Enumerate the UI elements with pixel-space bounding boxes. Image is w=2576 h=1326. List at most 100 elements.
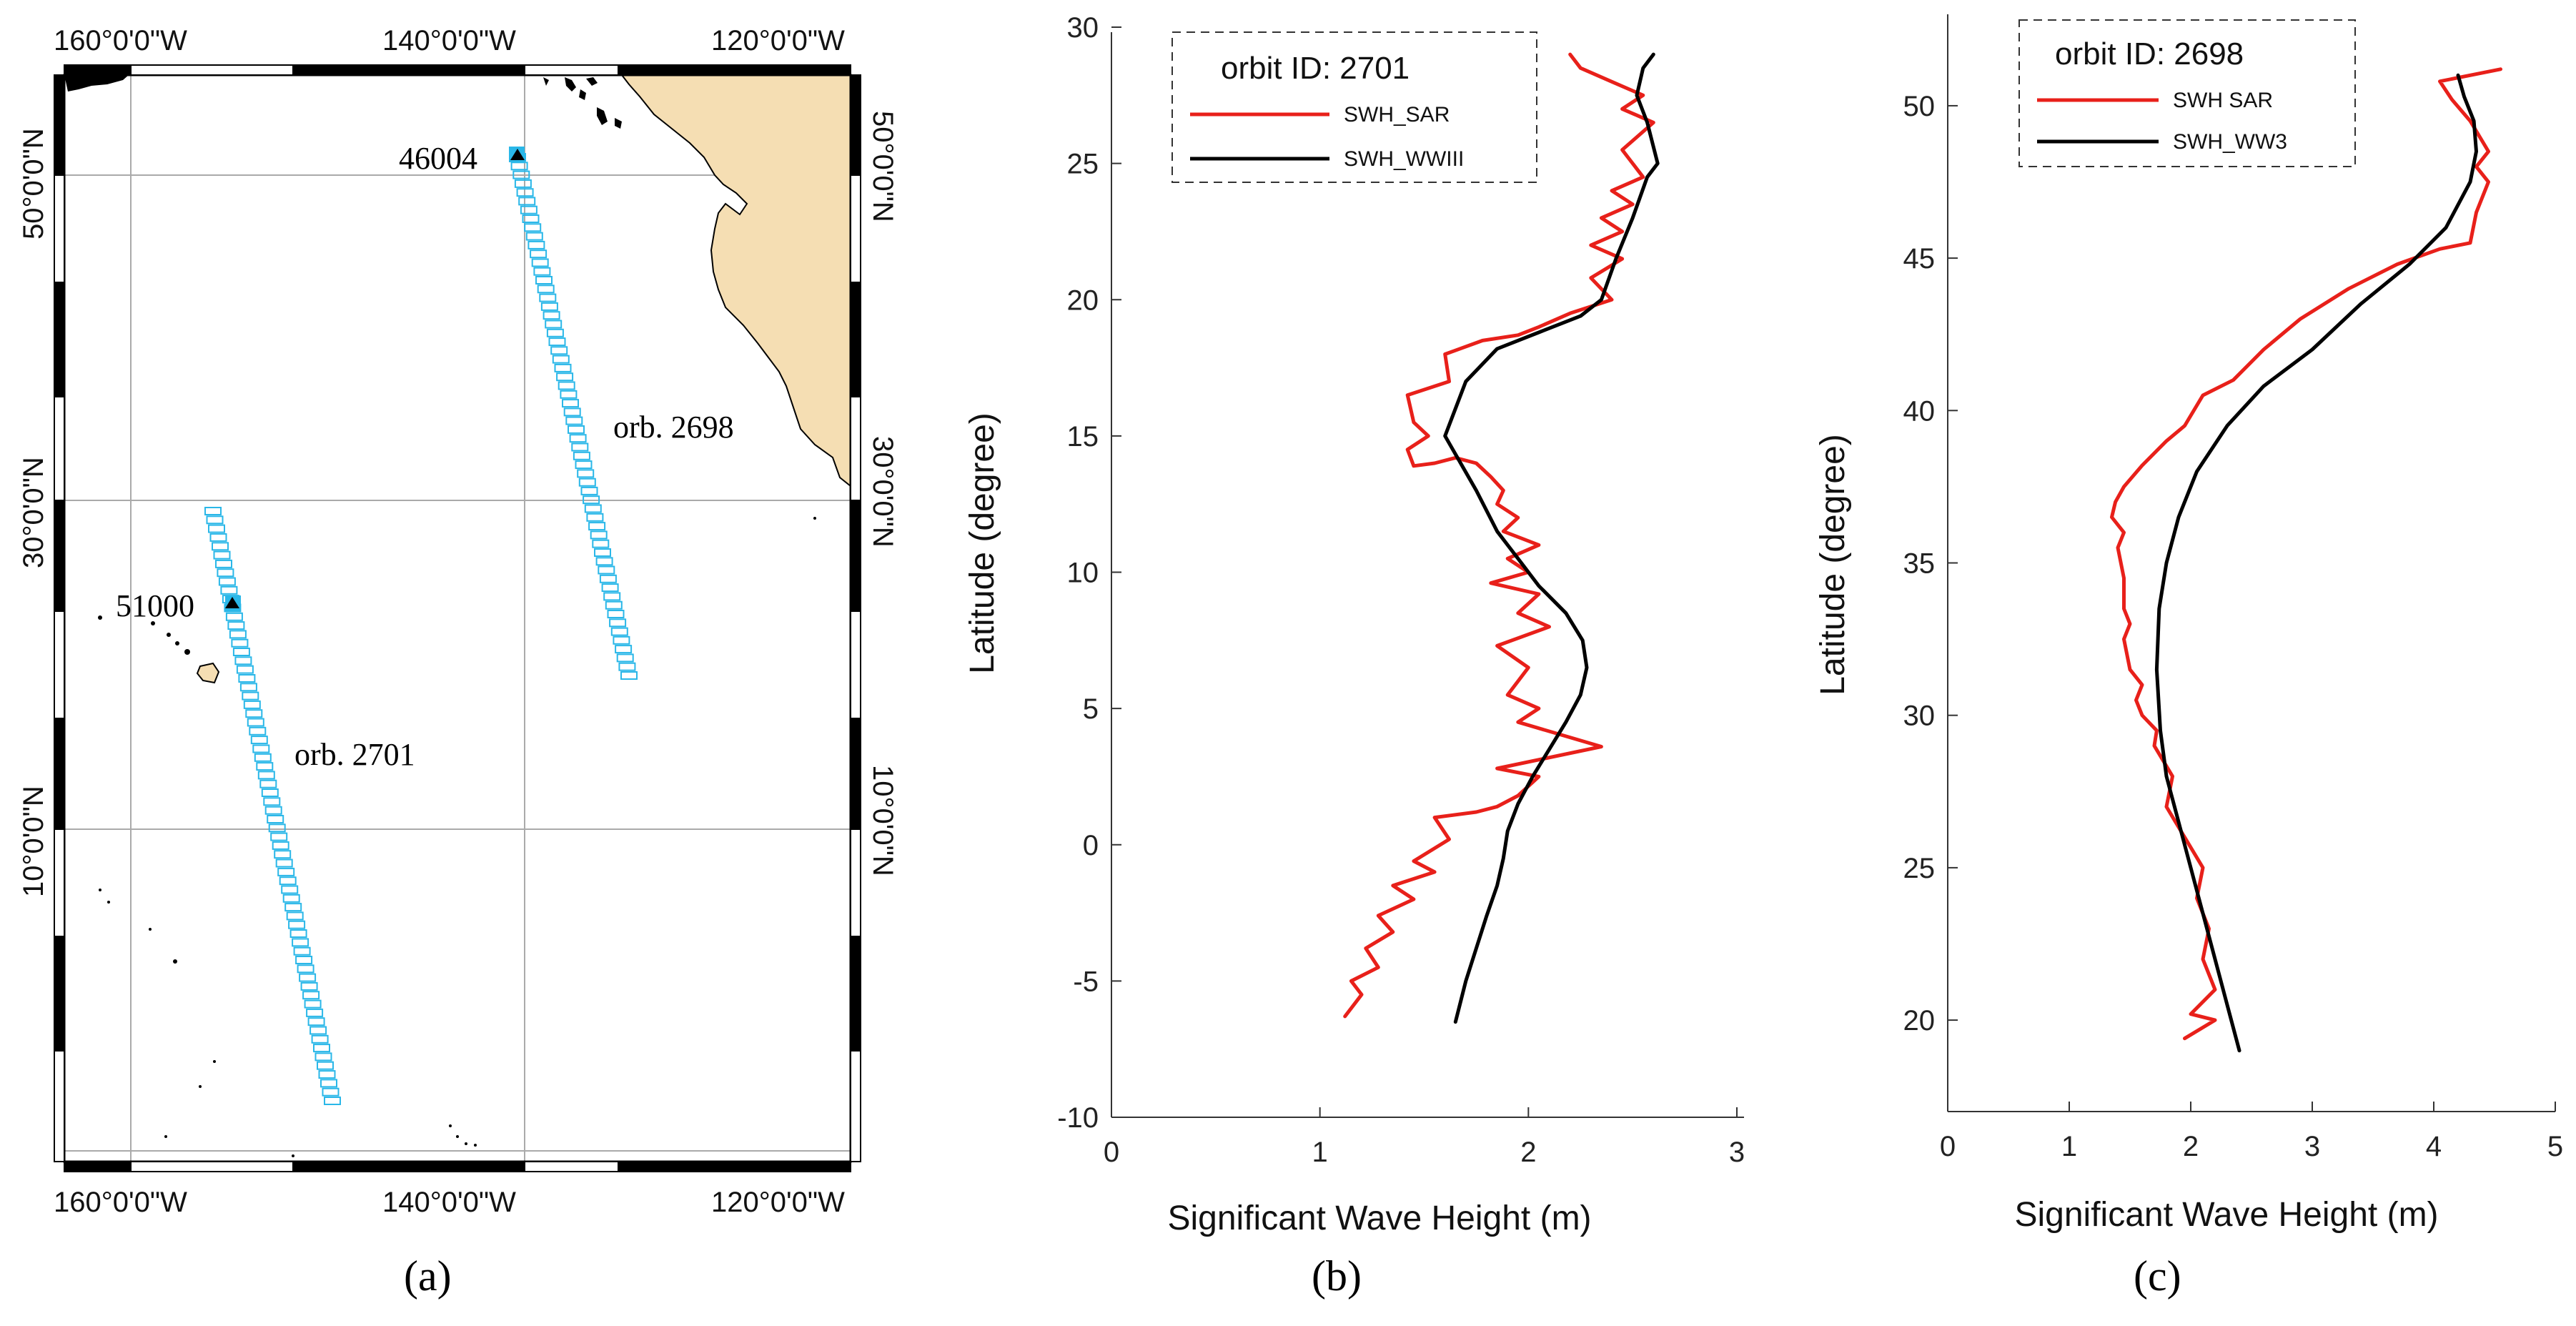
- chart-c-ytick-label: 50: [1903, 91, 1936, 122]
- chart-c-legend-title: orbit ID: 2698: [2055, 36, 2244, 71]
- orbit-2698-swath-cell: [577, 469, 595, 478]
- orbit-2701-swath-cell: [249, 726, 267, 736]
- orbit-2701-swath-cell: [272, 841, 289, 850]
- left-lat-label-3: 10°0'0"N: [18, 786, 49, 897]
- orbit-2701-swath-cell: [306, 1008, 324, 1017]
- chart-b-xtick-label: 1: [1312, 1137, 1328, 1168]
- frame-segment-right: [850, 610, 861, 719]
- orbit-2701-swath-cell: [212, 542, 229, 551]
- orbit-2698-swath-cell: [512, 170, 530, 179]
- frame-segment-right: [850, 396, 861, 501]
- frame-segment-bottom: [292, 1161, 525, 1172]
- orbit-2698-swath-cell: [522, 214, 540, 223]
- buoy-51000-marker: [225, 597, 239, 608]
- chart-c-xtick-label: 1: [2061, 1131, 2077, 1162]
- buoy-46004-label: 46004: [399, 141, 477, 176]
- orbit-2698-track: [509, 153, 638, 680]
- orbit-2698-swath-cell: [583, 495, 600, 505]
- orbit-2701-swath-cell: [320, 1079, 337, 1088]
- bottom-lon-label-2: 140°0'0"W: [382, 1187, 516, 1218]
- orbit-2701-swath-cell: [268, 823, 286, 833]
- orbit-2698-swath-cell: [516, 188, 534, 197]
- chart-c-ytick-label: 25: [1903, 853, 1936, 884]
- orbit-2701-label: orb. 2701: [294, 737, 415, 772]
- orbit-2698-swath-cell: [598, 565, 615, 575]
- chart-c-legend-model-label: SWH_WW3: [2173, 130, 2287, 154]
- frame-segment-right: [850, 1050, 861, 1162]
- chart-b: 0 1 2 3 -10 -5 0 5 10 15 20 25 30 orbit ID: 2701 SWH…: [963, 12, 1745, 1300]
- orbit-2701-swath-cell: [254, 753, 272, 762]
- chart-c-xtick-label: 3: [2304, 1131, 2320, 1162]
- frame-segment-left: [54, 74, 65, 176]
- frame-segment-bottom: [64, 1161, 132, 1172]
- orbit-2701-swath-cell: [220, 585, 238, 595]
- orbit-2698-swath-cell: [531, 258, 549, 267]
- chart-c-xlabel: Significant Wave Height (m): [2014, 1196, 2438, 1234]
- orbit-2701-swath-cell: [270, 832, 288, 841]
- orbit-2698-swath-cell: [554, 363, 572, 372]
- right-lat-label-3: 10°0'0"N: [867, 765, 898, 876]
- orbit-2701-swath-cell: [295, 956, 313, 964]
- orbit-2701-swath-cell: [217, 568, 234, 578]
- chart-c-legend-sar-label: SWH SAR: [2173, 89, 2273, 112]
- orbit-2698-swath-cell: [616, 653, 634, 663]
- chart-b-series-model-line: [1443, 52, 1660, 1024]
- orbit-2701-swath-cell: [309, 1026, 327, 1035]
- orbit-2701-swath-cell: [292, 938, 309, 947]
- orbit-2701-swath-cell: [206, 515, 224, 525]
- orbit-2698-swath-cell: [530, 249, 548, 259]
- pacific-islets: [99, 517, 816, 1157]
- orbit-2701-swath-cell: [311, 1034, 329, 1044]
- orbit-2698-swath-cell: [525, 232, 543, 241]
- frame-segment-left: [54, 718, 65, 830]
- orbit-2701-swath-cell: [279, 876, 297, 886]
- frame-segment-left: [54, 396, 65, 501]
- orbit-2701-swath-cell: [263, 797, 281, 806]
- chart-b-xtick-label: 0: [1104, 1137, 1119, 1168]
- orbit-2698-swath-cell: [552, 355, 570, 364]
- orbit-2701-swath-cell: [242, 691, 259, 701]
- orbit-2701-swath-cell: [322, 1087, 340, 1097]
- orbit-2701-swath-cell: [236, 665, 254, 674]
- orbit-2698-swath-cell: [601, 583, 619, 593]
- panel-c-label: (c): [2134, 1252, 2181, 1300]
- orbit-2698-swath-cell: [568, 425, 585, 434]
- orbit-2701-swath-cell: [293, 946, 311, 956]
- left-lat-label-1: 50°0'0"N: [18, 128, 49, 239]
- orbit-2701-swath-cell: [218, 577, 236, 586]
- frame-segment-bottom: [524, 1161, 619, 1172]
- orbit-2698-swath-cell: [615, 645, 633, 654]
- chart-b-ytick-label: 5: [1083, 693, 1099, 725]
- buoy-51000-label: 51000: [116, 588, 194, 623]
- orbit-2698-swath-cell: [514, 179, 532, 188]
- orbit-2701-swath-cell: [304, 999, 322, 1009]
- orbit-2698-swath-cell: [571, 442, 589, 452]
- frame-segment-left: [54, 936, 65, 1052]
- orbit-2701-swath-cell: [300, 981, 318, 991]
- orbit-2698-swath-cell: [540, 302, 558, 311]
- chart-b-legend-sar-label: SWH_SAR: [1344, 103, 1450, 127]
- orbit-2701-swath-cell: [231, 638, 249, 648]
- orbit-2701-swath-cell: [204, 507, 222, 515]
- chart-c-series: [2110, 67, 2502, 1053]
- orbit-2701-swath-cell: [297, 964, 314, 974]
- chart-c-ylabel: Latitude (degree): [1814, 434, 1852, 696]
- orbit-2698-swath-cell: [573, 451, 590, 460]
- orbit-2698-swath-cell: [533, 267, 551, 276]
- frame-segment-left: [54, 500, 65, 612]
- chart-c-ytick-label: 30: [1903, 701, 1936, 732]
- frame-segment-left: [54, 828, 65, 937]
- orbit-2701-swath-cell: [274, 850, 292, 859]
- orbit-2701-swath-cell: [215, 559, 232, 568]
- frame-segment-top: [292, 64, 525, 76]
- chart-c-xtick-label: 0: [1940, 1131, 1956, 1162]
- chart-c-ytick-label: 45: [1903, 243, 1936, 274]
- orbit-2701-swath-cell: [208, 524, 225, 533]
- buoy-46004-marker: [510, 149, 525, 160]
- chart-b-ytick-label: -5: [1073, 966, 1099, 997]
- frame-segment-left: [54, 610, 65, 719]
- orbit-2701-swath-cell: [286, 911, 304, 921]
- top-lon-label-1: 160°0'0"W: [54, 25, 187, 56]
- bottom-lon-label-1: 160°0'0"W: [54, 1187, 187, 1218]
